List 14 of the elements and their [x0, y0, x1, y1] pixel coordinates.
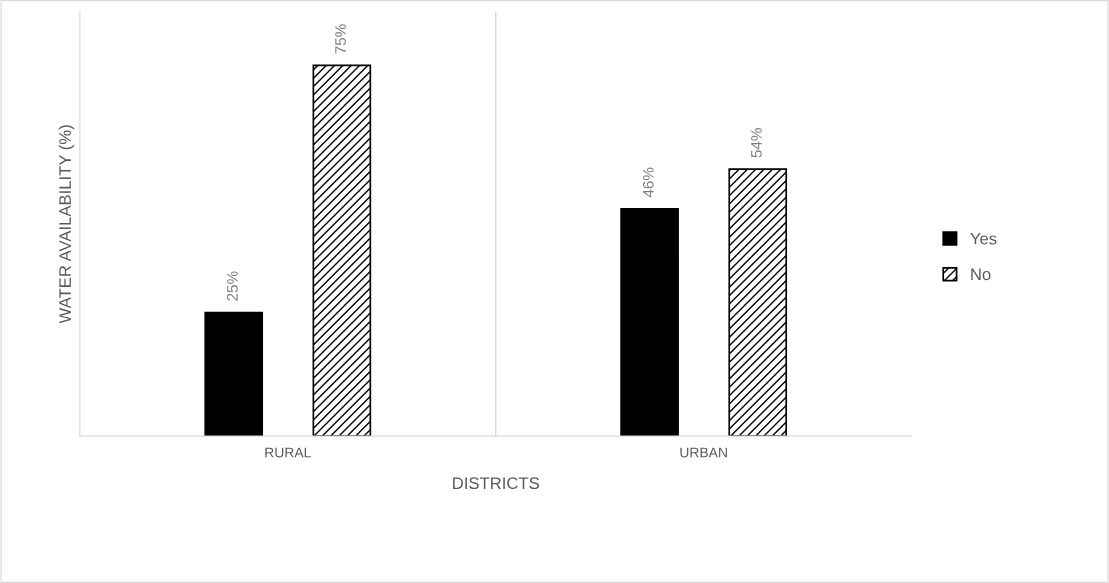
- bar: [620, 207, 679, 437]
- bar: [312, 64, 372, 437]
- bar: [204, 311, 264, 437]
- legend-label: No: [971, 268, 991, 281]
- legend-label: Yes: [970, 232, 997, 245]
- x-axis-title: DISTRICTS: [453, 477, 539, 490]
- data-label: 25%: [227, 271, 238, 301]
- data-label: 46%: [642, 167, 654, 198]
- bar: [728, 168, 788, 437]
- x-tick-label: URBAN: [680, 447, 727, 458]
- x-tick-label: RURAL: [265, 447, 311, 458]
- data-label: 54%: [751, 128, 762, 158]
- y-axis-title: WATER AVAILABILITY (%): [58, 125, 75, 324]
- data-label: 75%: [335, 24, 346, 54]
